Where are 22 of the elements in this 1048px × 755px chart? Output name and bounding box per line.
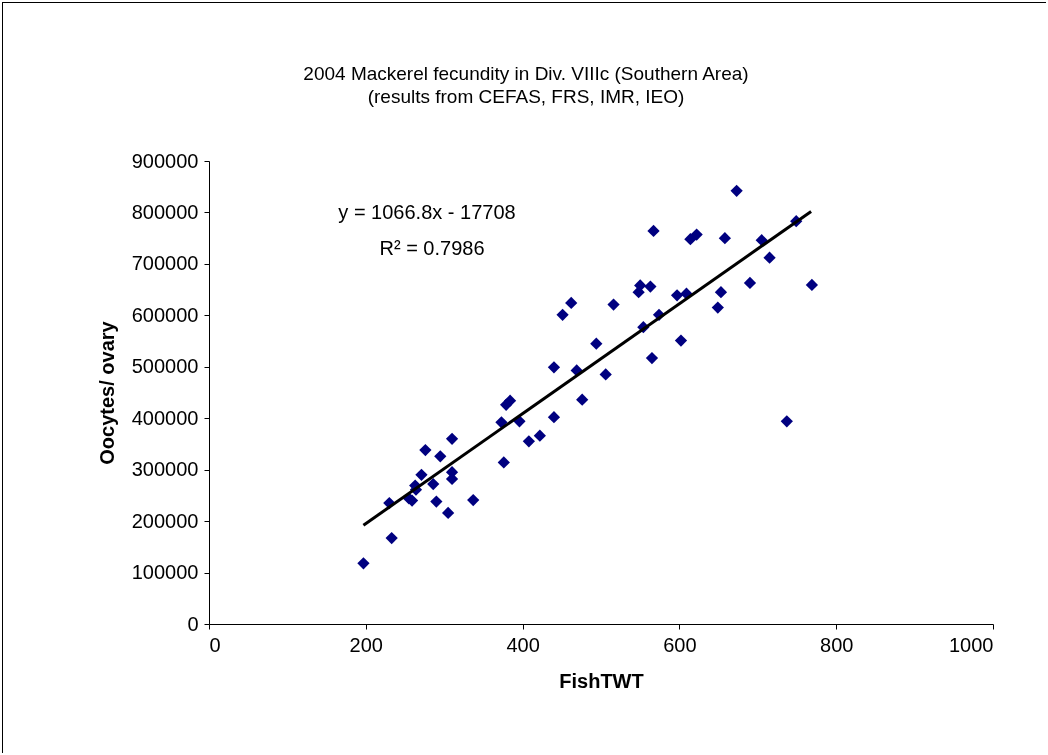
- chart-title: 2004 Mackerel fecundity in Div. VIIIc (Southern Area): [303, 63, 749, 84]
- y-axis-title: Oocytes/ ovary: [95, 320, 118, 465]
- y-tick-label: 700000: [131, 252, 199, 275]
- x-tick-label: 0: [209, 633, 221, 656]
- x-tick-label: 400: [506, 633, 540, 656]
- y-tick-label: 900000: [131, 149, 199, 172]
- y-tick-label: 200000: [131, 509, 199, 532]
- x-tick-label: 600: [663, 633, 697, 656]
- y-tick-label: 400000: [131, 406, 199, 429]
- annotation: y = 1066.8x - 17708: [338, 201, 516, 223]
- y-tick-label: 600000: [131, 303, 199, 326]
- y-tick-label: 800000: [131, 200, 199, 223]
- y-tick-label: 500000: [131, 355, 199, 378]
- x-axis-title: FishTWT: [559, 669, 644, 692]
- y-tick-label: 300000: [131, 458, 199, 481]
- chart-subtitle: (results from CEFAS, FRS, IMR, IEO): [367, 86, 685, 107]
- x-tick-label: 1000: [949, 633, 994, 656]
- y-tick-label: 100000: [131, 561, 199, 584]
- y-tick-label: 0: [187, 612, 199, 635]
- x-tick-label: 200: [349, 633, 383, 656]
- annotation: R² = 0.7986: [379, 237, 485, 259]
- x-tick-label: 800: [820, 633, 854, 656]
